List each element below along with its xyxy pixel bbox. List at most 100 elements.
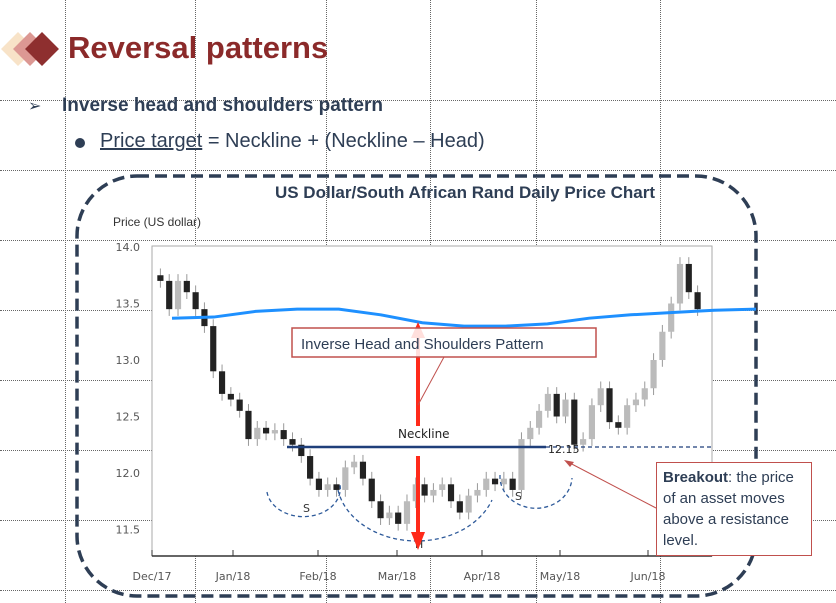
guide-line	[65, 0, 66, 603]
x-tick-label: Apr/18	[464, 570, 501, 583]
candle	[289, 439, 296, 445]
candle	[491, 478, 499, 485]
left-shoulder-arc	[266, 484, 341, 518]
guide-line	[0, 170, 836, 171]
guide-line	[0, 590, 836, 591]
candle	[632, 399, 640, 406]
candle	[421, 484, 428, 496]
candle	[641, 388, 648, 400]
candle	[474, 489, 481, 496]
bullet-heading: Inverse head and shoulders pattern	[62, 95, 383, 116]
candle	[245, 410, 252, 440]
chart-frame	[75, 174, 758, 598]
candle	[553, 393, 560, 417]
arrow-bullet-icon: ➢	[28, 96, 42, 115]
candle	[218, 371, 226, 394]
candle	[527, 427, 534, 440]
y-axis-label: Price (US dollar)	[113, 215, 201, 229]
x-tick-label: Dec/17	[133, 570, 172, 583]
pattern-label: Inverse Head and Shoulders Pattern	[301, 336, 544, 353]
candle	[685, 263, 692, 293]
candle	[544, 393, 551, 411]
y-tick-label: 13.0	[116, 354, 141, 367]
candle	[307, 456, 314, 479]
candle	[386, 512, 393, 519]
candle	[368, 478, 375, 502]
price-target-formula: Price target = Neckline + (Neckline – He…	[100, 130, 485, 153]
x-tick-label: May/18	[540, 570, 580, 583]
right-shoulder-label: S	[515, 490, 522, 503]
y-tick-label: 14.0	[116, 241, 141, 254]
moving-average-line	[171, 307, 757, 328]
candle	[324, 484, 331, 490]
candle	[395, 512, 402, 524]
candle	[518, 439, 525, 490]
candle	[509, 478, 516, 490]
breakout-callout: Breakout: the price of an asset moves ab…	[656, 462, 812, 556]
price-target-term: Price target	[100, 130, 203, 152]
candle	[456, 501, 463, 513]
candle	[254, 427, 261, 440]
candle	[500, 478, 507, 485]
guide-line	[0, 100, 836, 101]
candle	[157, 275, 164, 281]
candle	[676, 263, 684, 304]
y-tick-label: 12.0	[116, 467, 141, 480]
candle	[403, 501, 411, 524]
candle	[183, 280, 190, 293]
candle	[535, 410, 543, 428]
candle	[571, 399, 578, 445]
candle	[315, 478, 323, 490]
x-tick-label: Mar/18	[378, 570, 416, 583]
candle	[298, 444, 305, 457]
candle	[580, 439, 587, 445]
candle	[342, 467, 349, 490]
x-tick-label: Feb/18	[299, 570, 336, 583]
neckline-value: 12.15	[548, 443, 580, 456]
guide-line	[0, 240, 836, 241]
candle	[439, 484, 446, 490]
candle	[271, 430, 278, 434]
candle	[210, 326, 217, 372]
x-tick-label: Jun/18	[630, 570, 666, 583]
pattern-callout-line	[417, 356, 445, 406]
candle	[597, 388, 604, 406]
breakout-definition: : the price of an asset moves above a re…	[663, 469, 794, 549]
right-shoulder-arc	[499, 474, 573, 509]
candle	[192, 292, 199, 310]
y-tick-label: 13.5	[116, 298, 141, 311]
candle	[447, 484, 455, 502]
candle	[650, 360, 657, 389]
slide-title: Reversal patterns	[68, 30, 329, 65]
left-shoulder-label: S	[303, 502, 310, 515]
candle	[668, 303, 675, 332]
candle	[412, 484, 419, 502]
candle	[280, 430, 287, 440]
head-arc	[337, 489, 493, 542]
candle	[562, 399, 569, 417]
candle	[483, 478, 490, 490]
candle	[588, 405, 596, 440]
candle	[351, 461, 358, 468]
y-tick-label: 12.5	[116, 411, 141, 424]
candle	[606, 388, 613, 423]
candle	[236, 399, 243, 411]
candle	[430, 489, 437, 496]
candle	[166, 280, 173, 310]
chart-title: US Dollar/South African Rand Daily Price…	[275, 183, 655, 202]
candle	[359, 461, 367, 479]
candle	[465, 495, 472, 513]
breakout-term: Breakout	[663, 469, 729, 486]
candle	[615, 422, 622, 428]
candle	[333, 484, 340, 490]
candle	[174, 280, 182, 310]
breakout-arrowhead	[564, 460, 574, 467]
formula-text: = Neckline + (Neckline – Head)	[202, 130, 485, 152]
breakout-callout-line	[565, 460, 657, 509]
bullet-dot-icon	[75, 138, 85, 148]
title-diamonds-icon	[1, 32, 59, 66]
candle	[227, 393, 234, 400]
neckline-label: Neckline	[398, 427, 450, 441]
x-tick-label: Jan/18	[215, 570, 251, 583]
